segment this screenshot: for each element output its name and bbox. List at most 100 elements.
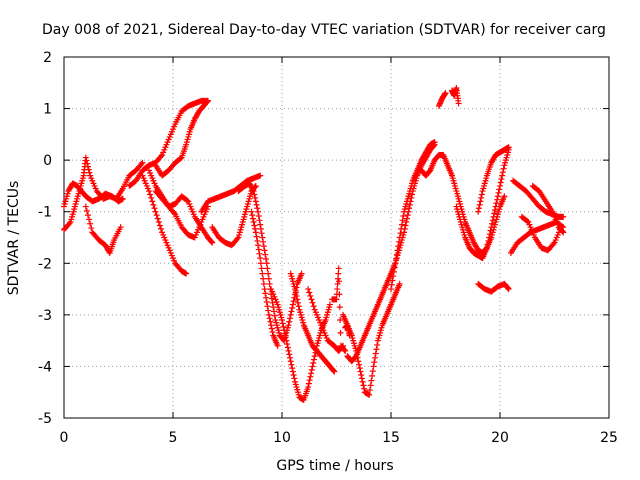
data-point: [361, 385, 368, 392]
data-point: [484, 241, 491, 248]
data-point: [287, 358, 294, 365]
data-point: [294, 296, 301, 303]
data-point: [264, 303, 271, 310]
data-point: [150, 201, 157, 208]
data-point: [265, 307, 272, 314]
data-point: [307, 373, 314, 380]
data-point: [370, 363, 377, 370]
data-point: [497, 179, 504, 186]
data-point: [267, 318, 274, 325]
data-point: [257, 255, 264, 262]
data-point: [286, 318, 293, 325]
data-point: [489, 217, 496, 224]
data-point: [359, 378, 366, 385]
data-point: [306, 377, 313, 384]
data-point: [154, 215, 161, 222]
data-point: [88, 225, 95, 232]
data-point: [286, 315, 293, 322]
data-point: [289, 304, 296, 311]
data-point: [286, 354, 293, 361]
data-point: [483, 244, 490, 251]
data-point: [494, 196, 501, 203]
data-point: [151, 205, 158, 212]
data-point: [337, 329, 344, 336]
data-point: [372, 350, 379, 357]
data-point: [138, 161, 145, 168]
data-point: [281, 327, 288, 334]
data-point: [398, 225, 405, 232]
data-point: [153, 212, 160, 219]
data-point: [491, 210, 498, 217]
data-point: [148, 194, 155, 201]
data-point: [286, 351, 293, 358]
data-point: [259, 234, 266, 241]
data-point: [336, 291, 343, 298]
data-point: [310, 356, 317, 363]
data-point: [265, 275, 272, 282]
data-point: [366, 387, 373, 394]
data-point: [342, 347, 349, 354]
data-point: [334, 286, 341, 293]
data-point: [260, 238, 267, 245]
data-point: [346, 332, 353, 339]
data-point: [264, 265, 271, 272]
data-point: [390, 268, 397, 275]
data-point: [252, 182, 259, 189]
data-point: [307, 292, 314, 299]
data-point: [369, 368, 376, 375]
data-point: [249, 212, 256, 219]
data-point: [260, 243, 267, 250]
data-point: [524, 218, 531, 225]
data-point: [285, 322, 292, 329]
data-point: [83, 207, 90, 214]
data-point: [266, 315, 273, 322]
data-point: [392, 260, 399, 267]
data-point: [253, 201, 260, 208]
data-point: [368, 377, 375, 384]
data-point: [281, 330, 288, 337]
data-point: [263, 260, 270, 267]
data-point: [309, 299, 316, 306]
data-point: [292, 286, 299, 293]
data-point: [393, 255, 400, 262]
data-point: [257, 172, 264, 179]
data-point: [266, 280, 273, 287]
data-point: [496, 186, 503, 193]
data-point: [390, 273, 397, 280]
data-point: [309, 363, 316, 370]
x-axis-label: GPS time / hours: [276, 458, 393, 474]
data-point: [550, 240, 557, 247]
data-point: [257, 225, 264, 232]
data-point: [86, 169, 93, 176]
data-point: [560, 229, 567, 236]
data-point: [82, 203, 89, 210]
data-point: [308, 366, 315, 373]
data-point: [183, 270, 190, 277]
data-point: [262, 251, 269, 258]
data-point: [305, 384, 312, 391]
data-point: [442, 90, 449, 97]
data-point: [486, 234, 493, 241]
data-point: [360, 382, 367, 389]
data-point: [358, 372, 365, 379]
chart-title: Day 008 of 2021, Sidereal Day-to-day VTE…: [42, 22, 606, 38]
data-point: [280, 323, 287, 330]
data-point: [403, 215, 410, 222]
data-point: [308, 370, 315, 377]
data-point: [293, 292, 300, 299]
data-point: [271, 312, 278, 319]
data-point: [498, 176, 505, 183]
data-point: [82, 154, 89, 161]
data-point: [396, 280, 403, 287]
data-point: [171, 210, 178, 217]
data-point: [505, 144, 512, 151]
data-point: [284, 344, 291, 351]
data-point: [254, 237, 261, 244]
x-tick-label: 0: [60, 430, 69, 446]
data-point: [357, 368, 364, 375]
data-point: [249, 186, 256, 193]
data-point: [262, 290, 269, 297]
data-point: [396, 234, 403, 241]
data-point: [260, 280, 267, 287]
x-tick-label: 25: [600, 430, 618, 446]
